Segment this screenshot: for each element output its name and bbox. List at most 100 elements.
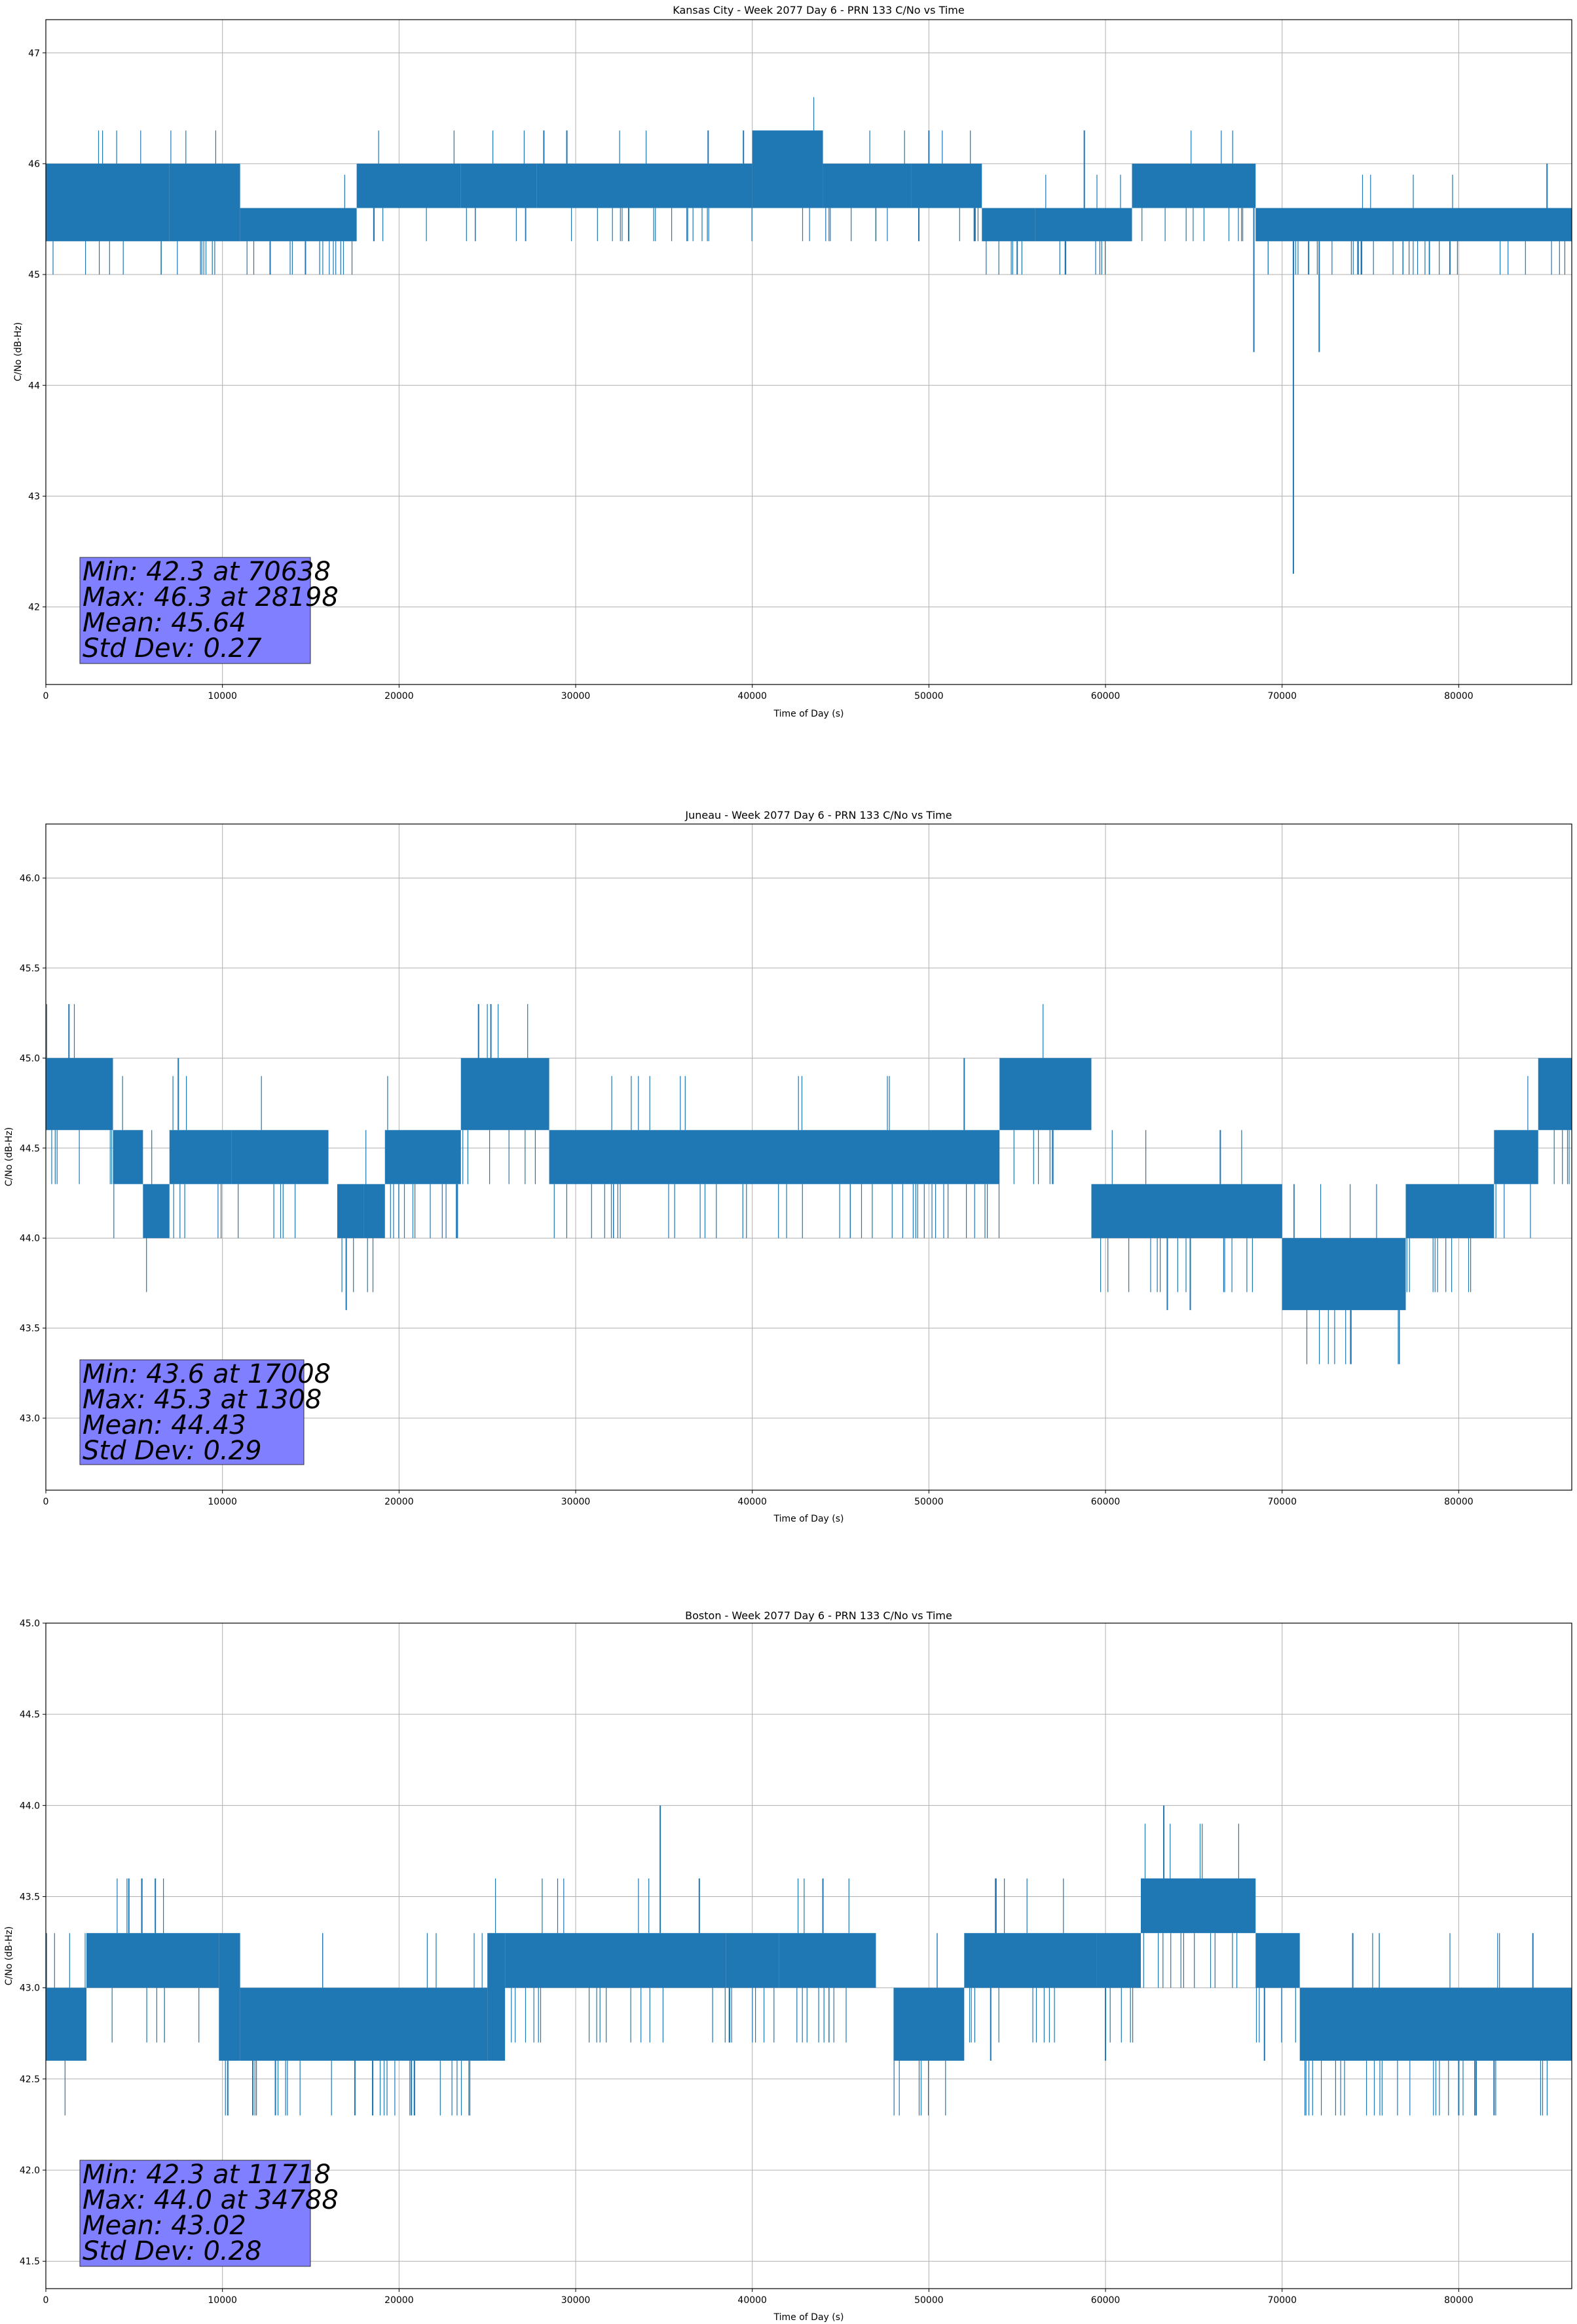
series-flicker — [986, 241, 1022, 275]
series-flicker — [1109, 1987, 1134, 2043]
series-band — [536, 163, 752, 208]
series-flicker — [802, 97, 815, 242]
series-band — [1132, 163, 1256, 208]
y-tick-label: 42 — [28, 603, 40, 613]
series-band — [487, 1933, 506, 2061]
y-tick-label: 45.5 — [20, 964, 40, 974]
series-flicker — [728, 1987, 775, 2043]
series-band — [752, 130, 823, 208]
series-band — [576, 1933, 726, 1988]
series-band — [460, 1058, 549, 1131]
x-tick-label: 0 — [43, 691, 49, 702]
y-axis-label: C/No (dB-Hz) — [4, 1926, 14, 1985]
stats-box: Min: 42.3 at 70638 Max: 46.3 at 28198 Me… — [79, 557, 339, 664]
series-band — [1255, 208, 1572, 242]
x-tick-label: 50000 — [914, 2295, 944, 2306]
y-tick-label: 46.0 — [20, 873, 40, 884]
y-tick-label: 43.5 — [20, 1324, 40, 1334]
y-tick-label: 45.0 — [20, 1053, 40, 1064]
series-flicker — [365, 1130, 374, 1292]
x-tick-label: 20000 — [384, 691, 414, 702]
chart-title: Kansas City - Week 2077 Day 6 - PRN 133 … — [673, 4, 964, 16]
series-band — [1140, 1878, 1256, 1934]
series-band — [1538, 1058, 1572, 1131]
stats-box: Min: 43.6 at 17008 Max: 45.3 at 1308 Mea… — [79, 1359, 331, 1466]
stats-box-background — [79, 557, 311, 664]
series-band — [1494, 1130, 1538, 1184]
x-tick-label: 40000 — [737, 1497, 767, 1507]
series-band — [1255, 1933, 1300, 1988]
x-tick-label: 40000 — [737, 691, 767, 702]
series-band — [1091, 1184, 1141, 1239]
y-tick-label: 45 — [28, 270, 40, 280]
data-series — [46, 97, 1572, 574]
y-ticks: 43.0 43.5 44.0 44.5 45.0 45.5 46.0 — [20, 873, 46, 1424]
y-tick-label: 42.0 — [20, 2165, 40, 2176]
series-band — [1405, 1184, 1494, 1239]
x-tick-label: 30000 — [561, 1497, 591, 1507]
series-band — [460, 163, 537, 208]
series-band — [143, 1184, 170, 1239]
stats-box: Min: 42.3 at 11718 Max: 44.0 at 34788 Me… — [79, 2160, 339, 2267]
x-tick-label: 50000 — [914, 1497, 944, 1507]
y-axis-label: C/No (dB-Hz) — [13, 322, 24, 381]
series-band — [384, 1130, 461, 1184]
stats-min: Min: 43.6 at 17008 — [83, 1359, 331, 1389]
x-tick-label: 40000 — [737, 2295, 767, 2306]
series-band — [46, 1987, 87, 2061]
stats-std-dev: Std Dev: 0.27 — [83, 633, 262, 664]
x-tick-label: 30000 — [561, 2295, 591, 2306]
x-tick-label: 60000 — [1091, 691, 1121, 702]
y-tick-label: 45.0 — [20, 1619, 40, 1629]
stats-box-background — [79, 2160, 311, 2267]
series-band — [240, 208, 357, 242]
series-band — [1282, 1238, 1406, 1311]
y-tick-label: 44 — [28, 381, 40, 391]
series-band — [169, 163, 240, 242]
y-tick-label: 43.0 — [20, 1983, 40, 1994]
series-band — [231, 1130, 329, 1184]
y-tick-label: 44.5 — [20, 1710, 40, 1720]
series-band — [1096, 1933, 1141, 1988]
plot-frame — [45, 1622, 1572, 2289]
x-tick-label: 50000 — [914, 691, 944, 702]
series-flicker — [495, 1878, 496, 1934]
series-band — [169, 1130, 232, 1184]
stats-mean: Mean: 45.64 — [83, 608, 246, 638]
series-band — [46, 1058, 113, 1131]
x-axis-label: Time of Day (s) — [773, 1514, 844, 1524]
x-ticks: 0 10000 20000 30000 40000 50000 60000 70000 8000… — [43, 2289, 1474, 2306]
series-band — [1299, 1987, 1572, 2061]
series-band — [363, 1184, 385, 1239]
x-tick-label: 30000 — [561, 691, 591, 702]
series-band — [999, 1058, 1092, 1131]
series-band — [1035, 208, 1132, 242]
x-tick-label: 70000 — [1267, 1497, 1297, 1507]
series-band — [726, 1933, 779, 1988]
data-series — [46, 1805, 1572, 2116]
chart-title: Juneau - Week 2077 Day 6 - PRN 133 C/No … — [684, 809, 952, 821]
series-flicker — [225, 2061, 229, 2116]
x-tick-label: 60000 — [1091, 2295, 1121, 2306]
x-tick-label: 70000 — [1267, 2295, 1297, 2306]
x-tick-label: 60000 — [1091, 1497, 1121, 1507]
plot-frame — [45, 823, 1572, 1491]
y-axis-label: C/No (dB-Hz) — [4, 1127, 14, 1186]
x-tick-label: 20000 — [384, 2295, 414, 2306]
x-tick-label: 80000 — [1444, 691, 1474, 702]
stats-std-dev: Std Dev: 0.29 — [83, 1436, 262, 1466]
x-ticks: 0 10000 20000 30000 40000 50000 60000 70000 8000… — [43, 684, 1474, 702]
series-band — [46, 163, 170, 242]
series-band — [113, 1130, 143, 1184]
plot-frame — [45, 19, 1572, 685]
chart-panel-boston: Boston - Week 2077 Day 6 - PRN 133 C/No … — [4, 1609, 1572, 2323]
stats-max: Max: 46.3 at 28198 — [83, 582, 339, 612]
series-band — [823, 163, 912, 208]
series-flicker — [1255, 1987, 1296, 2043]
x-tick-label: 10000 — [208, 691, 237, 702]
series-band — [911, 163, 982, 208]
series-flicker — [1495, 1076, 1531, 1239]
chart-title: Boston - Week 2077 Day 6 - PRN 133 C/No … — [685, 1609, 952, 1622]
series-band — [779, 1933, 876, 1988]
x-tick-label: 10000 — [208, 2295, 237, 2306]
